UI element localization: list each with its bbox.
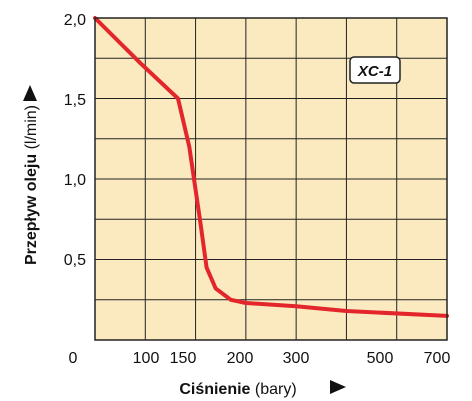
series-badge-label: XC-1	[357, 63, 392, 80]
x-axis-title-text: Ciśnienie (bary)	[179, 381, 296, 398]
y-axis-title: Przepływ oleju (l/min)	[23, 85, 40, 265]
x-tick-labels: 0 100 150 200 300 500 700	[69, 350, 451, 367]
x-tick-label: 150	[170, 350, 197, 367]
y-tick-labels: 0,5 1,0 1,5 2,0	[64, 12, 86, 269]
y-tick-label: 2,0	[64, 12, 86, 29]
y-axis-arrow-icon	[23, 85, 37, 101]
x-tick-label: 700	[424, 350, 451, 367]
x-tick-label: 0	[69, 350, 78, 367]
x-tick-label: 200	[227, 350, 254, 367]
x-axis-title-unit: (bary)	[255, 381, 297, 398]
x-axis-title: Ciśnienie (bary)	[179, 380, 346, 398]
y-axis-title-text: Przepływ oleju (l/min)	[23, 105, 40, 265]
x-tick-label: 500	[367, 350, 394, 367]
x-tick-label: 300	[283, 350, 310, 367]
series-badge: XC-1	[349, 56, 401, 84]
y-tick-label: 0,5	[64, 252, 86, 269]
y-axis-title-bold: Przepływ oleju	[23, 154, 40, 265]
series-line-xc1	[93, 16, 449, 318]
series-badge-box	[349, 56, 401, 84]
x-tick-label: 100	[133, 350, 160, 367]
y-tick-label: 1,0	[64, 172, 86, 189]
y-axis-title-unit: (l/min)	[23, 105, 40, 149]
x-axis-title-bold: Ciśnienie	[179, 381, 250, 398]
y-tick-label: 1,5	[64, 92, 86, 109]
x-axis-arrow-icon	[330, 380, 346, 394]
plot-border	[94, 17, 448, 341]
